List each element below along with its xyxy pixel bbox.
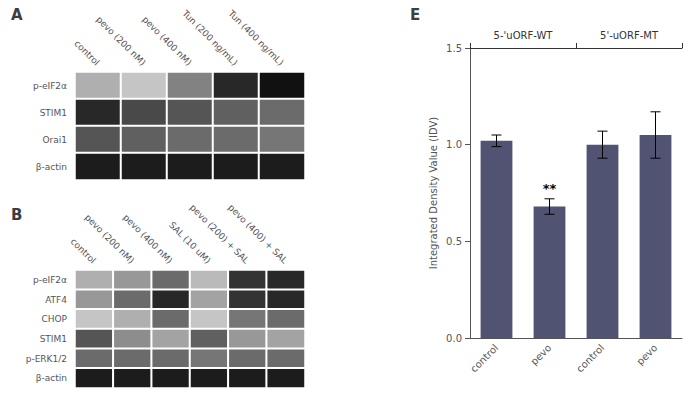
svg-text:p-eIF2α: p-eIF2α xyxy=(33,275,67,285)
svg-text:**: ** xyxy=(543,181,557,196)
svg-text:pevo (200 nM): pevo (200 nM) xyxy=(82,212,136,266)
svg-text:SAL (10 uM): SAL (10 uM) xyxy=(167,219,213,266)
svg-text:0.5: 0.5 xyxy=(446,236,462,247)
svg-text:E: E xyxy=(410,6,420,24)
svg-text:5-'uORF-WT: 5-'uORF-WT xyxy=(494,30,554,41)
svg-text:β-actin: β-actin xyxy=(36,373,67,383)
svg-text:STIM1: STIM1 xyxy=(40,108,67,118)
svg-text:β-actin: β-actin xyxy=(36,162,67,172)
svg-text:CHOP: CHOP xyxy=(41,314,67,324)
svg-text:0.0: 0.0 xyxy=(446,333,462,344)
svg-text:pevo (400 nM): pevo (400 nM) xyxy=(121,212,174,265)
svg-text:B: B xyxy=(11,206,22,224)
svg-text:control: control xyxy=(574,342,606,374)
svg-text:A: A xyxy=(11,6,23,24)
svg-text:Tun (400 ng/mL): Tun (400 ng/mL) xyxy=(226,8,286,68)
svg-text:ATF4: ATF4 xyxy=(45,295,67,305)
svg-text:STIM1: STIM1 xyxy=(40,334,67,344)
svg-text:Orai1: Orai1 xyxy=(42,135,67,145)
svg-text:control: control xyxy=(72,38,101,67)
svg-text:p-eIF2α: p-eIF2α xyxy=(33,81,67,91)
svg-text:1.5: 1.5 xyxy=(446,43,462,54)
svg-text:5'-uORF-MT: 5'-uORF-MT xyxy=(600,30,659,41)
svg-text:pevo (200) + SAL: pevo (200) + SAL xyxy=(187,202,251,266)
svg-text:Tun (200 ng/mL): Tun (200 ng/mL) xyxy=(180,8,240,68)
svg-text:p-ERK1/2: p-ERK1/2 xyxy=(26,354,67,364)
svg-text:1.0: 1.0 xyxy=(446,139,462,150)
svg-text:pevo (400 nM): pevo (400 nM) xyxy=(140,14,193,67)
svg-text:pevo (400) + SAL: pevo (400) + SAL xyxy=(226,202,289,265)
svg-text:pevo: pevo xyxy=(528,342,553,367)
svg-text:pevo: pevo xyxy=(634,342,659,367)
svg-text:pevo (200 nM): pevo (200 nM) xyxy=(94,14,147,67)
svg-text:control: control xyxy=(468,342,500,374)
svg-text:control: control xyxy=(69,236,98,265)
svg-text:Integrated Density Value (IDV): Integrated Density Value (IDV) xyxy=(428,117,439,270)
